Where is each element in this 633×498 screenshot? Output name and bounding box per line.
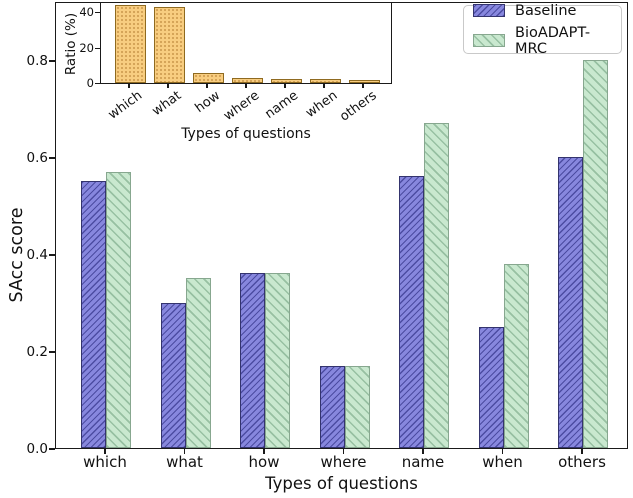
bar-bioadapt-mrc-name xyxy=(424,123,449,448)
bar-baseline-what xyxy=(160,302,186,448)
main-y-tick-mark xyxy=(49,351,55,353)
main-y-tick-mark xyxy=(49,254,55,256)
bar-bioadapt-mrc-which xyxy=(106,171,131,448)
main-y-tick-label-0.0: 0.0 xyxy=(26,441,48,457)
inset-x-tick-mark xyxy=(362,83,364,88)
inset-x-tick-mark xyxy=(167,83,169,88)
main-x-tick-label-where: where xyxy=(320,453,367,471)
main-plot-area xyxy=(55,2,628,449)
main-y-tick-label-0.2: 0.2 xyxy=(26,344,48,360)
inset-bar-what xyxy=(153,6,185,83)
inset-y-axis-label: Ratio (%) xyxy=(63,12,79,76)
bar-bioadapt-mrc-how xyxy=(265,273,290,448)
bar-baseline-which xyxy=(81,181,106,448)
legend-item-baseline: Baseline xyxy=(464,3,621,19)
main-x-tick-label-which: which xyxy=(83,453,127,471)
main-x-tick-mark xyxy=(422,449,424,454)
inset-y-tick-label-20: 20 xyxy=(79,40,94,55)
main-x-tick-label-others: others xyxy=(558,453,606,471)
inset-y-tick-mark xyxy=(95,82,100,85)
inset-x-axis-label: Types of questions xyxy=(181,126,311,142)
main-x-axis-label: Types of questions xyxy=(265,474,418,493)
inset-bar-when xyxy=(309,79,341,83)
bar-bioadapt-mrc-what xyxy=(185,278,211,448)
bar-baseline-where xyxy=(319,365,345,448)
inset-y-tick-mark xyxy=(95,47,100,49)
inset-bar-name xyxy=(270,78,302,83)
main-x-tick-mark xyxy=(183,449,186,454)
main-x-tick-mark xyxy=(581,449,583,454)
baseline-swatch-icon xyxy=(473,4,505,17)
inset-plot-area xyxy=(100,2,392,84)
legend-item-bioadapt-mrc: BioADAPT-MRC xyxy=(464,25,621,57)
bar-bioadapt-mrc-others xyxy=(583,60,608,448)
inset-y-tick-mark xyxy=(95,12,100,14)
legend-label-baseline: Baseline xyxy=(515,2,577,19)
bar-bioadapt-mrc-where xyxy=(344,365,370,448)
inset-y-tick-label-0: 0 xyxy=(86,76,94,90)
bioadapt-mrc-swatch-icon xyxy=(473,34,505,47)
main-y-tick-label-0.8: 0.8 xyxy=(26,53,48,69)
inset-x-tick-mark xyxy=(128,83,130,88)
inset-bar-where xyxy=(231,77,263,83)
main-y-axis-label: SAcc score xyxy=(7,207,27,303)
legend-label-bioadapt-mrc: BioADAPT-MRC xyxy=(515,24,591,57)
inset-x-tick-mark xyxy=(206,83,208,88)
main-x-tick-label-what: what xyxy=(166,453,203,471)
main-y-tick-label-0.6: 0.6 xyxy=(26,150,48,166)
inset-x-tick-mark xyxy=(245,83,247,88)
main-x-tick-label-how: how xyxy=(248,453,280,471)
legend: Baseline BioADAPT-MRC xyxy=(463,3,622,57)
bar-baseline-name xyxy=(399,176,424,448)
main-y-tick-mark xyxy=(49,157,55,159)
main-x-tick-label-when: when xyxy=(482,453,523,471)
main-x-tick-mark xyxy=(501,449,504,454)
main-x-tick-label-name: name xyxy=(401,453,445,471)
inset-x-tick-mark xyxy=(284,83,286,88)
inset-x-tick-mark xyxy=(323,83,325,88)
main-y-tick-label-0.4: 0.4 xyxy=(26,247,48,263)
inset-bar-others xyxy=(348,80,380,83)
main-x-tick-mark xyxy=(263,449,265,454)
main-y-tick-mark xyxy=(49,60,55,62)
main-x-tick-mark xyxy=(104,449,106,454)
bar-baseline-when xyxy=(478,326,504,448)
inset-y-tick-label-40: 40 xyxy=(79,5,94,20)
main-x-tick-mark xyxy=(342,449,345,454)
main-y-tick-mark xyxy=(49,448,55,450)
inset-bar-how xyxy=(192,73,224,83)
bar-baseline-how xyxy=(240,273,265,448)
inset-bar-which xyxy=(114,5,146,83)
bar-bioadapt-mrc-when xyxy=(503,263,529,448)
bar-baseline-others xyxy=(558,157,583,448)
